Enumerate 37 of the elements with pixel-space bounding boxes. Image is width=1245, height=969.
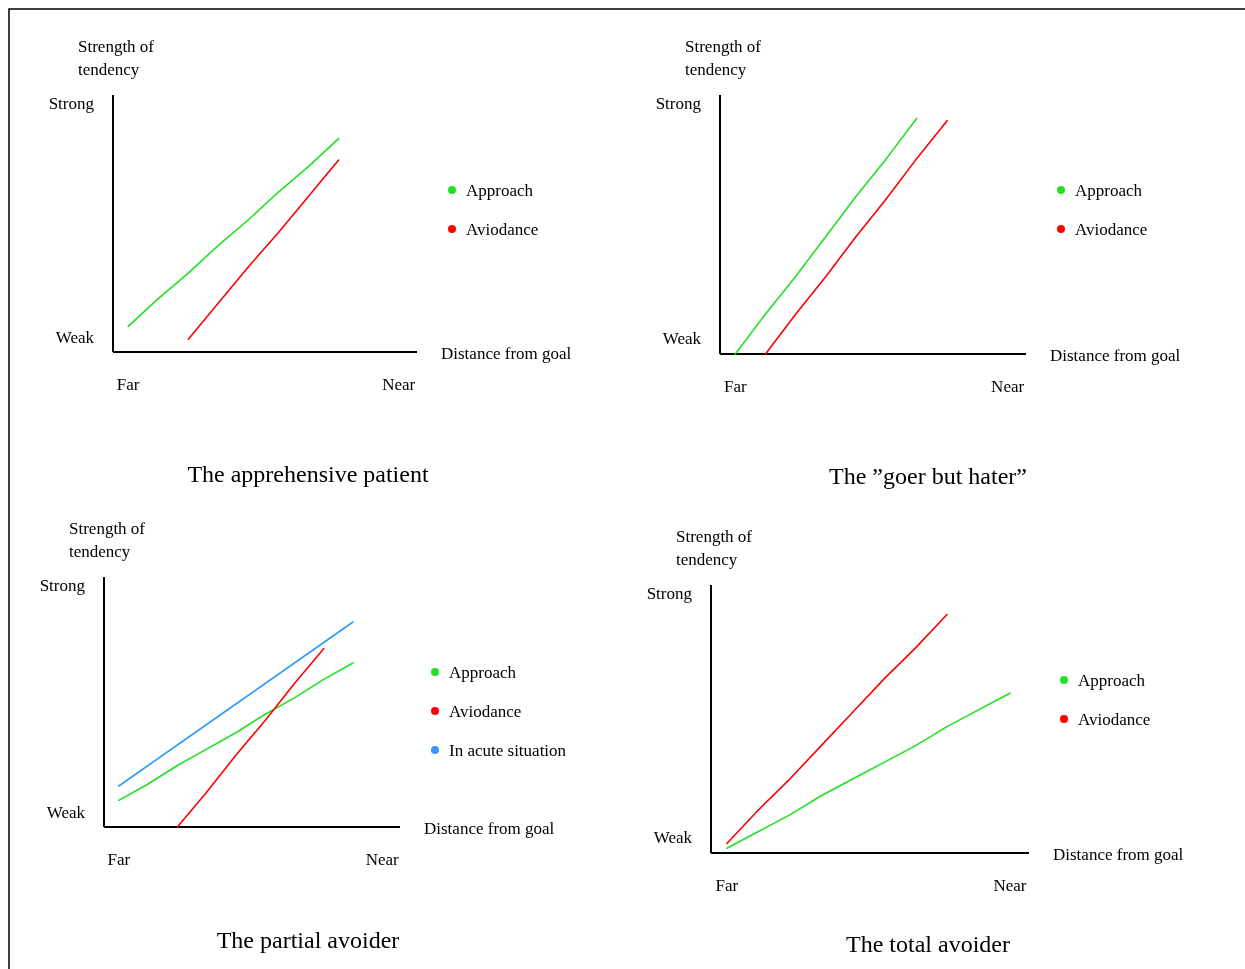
text: Weak	[46, 803, 86, 822]
x-tick-label: Near	[365, 850, 400, 869]
text: Weak	[55, 327, 95, 347]
x-axis-title: Distance from goal	[1053, 845, 1184, 864]
text: The partial avoider	[216, 927, 400, 953]
x-tick-label: Far	[715, 876, 739, 895]
text: Strong	[48, 93, 95, 113]
legend-label: In acute situation	[449, 741, 567, 760]
y-axis-title: Strength of tendency	[676, 527, 753, 569]
legend-label: Approach	[466, 181, 534, 200]
x-axis-title: Distance from goal	[1050, 346, 1181, 365]
legend-label: Approach	[449, 663, 517, 682]
text: The apprehensive patient	[187, 461, 429, 487]
legend-label: Aviodance	[466, 220, 539, 239]
legend-label: Approach	[1075, 181, 1143, 200]
x-tick-label: Far	[723, 377, 747, 396]
text: The total avoider	[846, 931, 1010, 957]
x-axis-title: Distance from goal	[424, 819, 555, 838]
x-tick-label: Far	[107, 850, 131, 869]
y-axis-title: Strength of tendency	[78, 37, 155, 79]
x-tick-label: Far	[116, 375, 140, 394]
legend-label: Aviodance	[1075, 220, 1148, 239]
y-axis-title: Strength of tendency	[685, 37, 762, 79]
x-tick-label: Near	[993, 876, 1027, 895]
text: Strong	[646, 584, 693, 604]
text: Weak	[662, 329, 702, 349]
legend-label: Approach	[1078, 671, 1146, 690]
legend-label: Aviodance	[1078, 710, 1151, 729]
text: Strong	[39, 575, 86, 595]
text: Weak	[653, 827, 693, 847]
y-axis-title: Strength of tendency	[69, 519, 146, 561]
text: Strong	[655, 93, 702, 113]
x-axis-title: Distance from goal	[441, 344, 572, 363]
legend-label: Aviodance	[449, 702, 522, 721]
x-tick-label: Near	[382, 375, 416, 394]
x-tick-label: Near	[991, 377, 1025, 396]
text: The ”goer but hater”	[829, 463, 1027, 489]
